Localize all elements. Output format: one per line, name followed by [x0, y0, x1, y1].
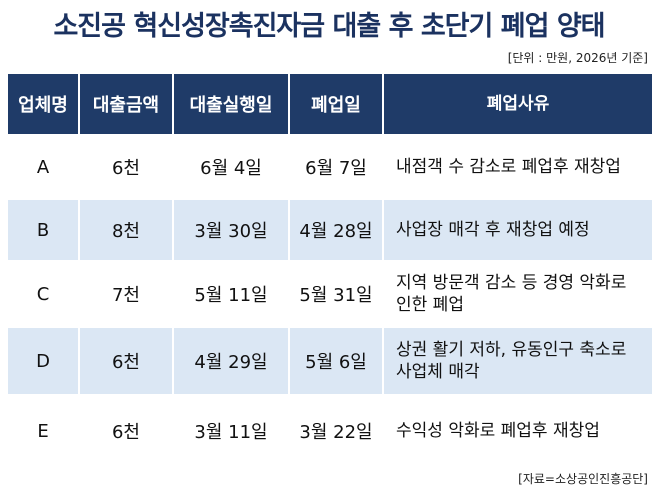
table-cell: 5월 31일: [288, 262, 382, 326]
table-cell: 3월 30일: [172, 200, 288, 260]
table: 업체명 대출금액 대출실행일 폐업일 폐업사유 A 6천 6월 4일 6월 7일 내점객 수 감소…: [6, 74, 652, 466]
table-cell: 사업장 매각 후 재창업 예정: [382, 200, 652, 260]
table-cell: 6천: [78, 328, 172, 394]
table-cell: 6월 4일: [172, 136, 288, 198]
table-cell: 지역 방문객 감소 등 경영 악화로 인한 폐업: [382, 262, 652, 326]
column-header: 대출금액: [78, 74, 172, 134]
table-cell: 8천: [78, 200, 172, 260]
table-cell: 수익성 악화로 폐업후 재창업: [382, 396, 652, 466]
column-header: 업체명: [6, 74, 78, 134]
table-cell: 3월 11일: [172, 396, 288, 466]
title: 소진공 혁신성장촉진자금 대출 후 초단기 폐업 양태: [53, 11, 605, 42]
column-header: 폐업일: [288, 74, 382, 134]
table-cell: 내점객 수 감소로 폐업후 재창업: [382, 136, 652, 198]
column-header: 대출실행일: [172, 74, 288, 134]
row-label: B: [6, 200, 78, 260]
table-cell: 5월 11일: [172, 262, 288, 326]
row-label: D: [6, 328, 78, 394]
table-cell: 3월 22일: [288, 396, 382, 466]
table-cell: 6천: [78, 136, 172, 198]
table-cell: 5월 6일: [288, 328, 382, 394]
row-label: A: [6, 136, 78, 198]
table-cell: 상권 활기 저하, 유동인구 축소로 사업체 매각: [382, 328, 652, 394]
table-cell: 4월 28일: [288, 200, 382, 260]
source-note: [자료=소상공인진흥공단]: [518, 472, 648, 486]
row-label: C: [6, 262, 78, 326]
column-header: 폐업사유: [382, 74, 652, 134]
table-cell: 7천: [78, 262, 172, 326]
table-cell: 6천: [78, 396, 172, 466]
table-cell: 6월 7일: [288, 136, 382, 198]
row-label: E: [6, 396, 78, 466]
table-cell: 4월 29일: [172, 328, 288, 394]
unit-note: [단위 : 만원, 2026년 기준]: [507, 51, 648, 65]
